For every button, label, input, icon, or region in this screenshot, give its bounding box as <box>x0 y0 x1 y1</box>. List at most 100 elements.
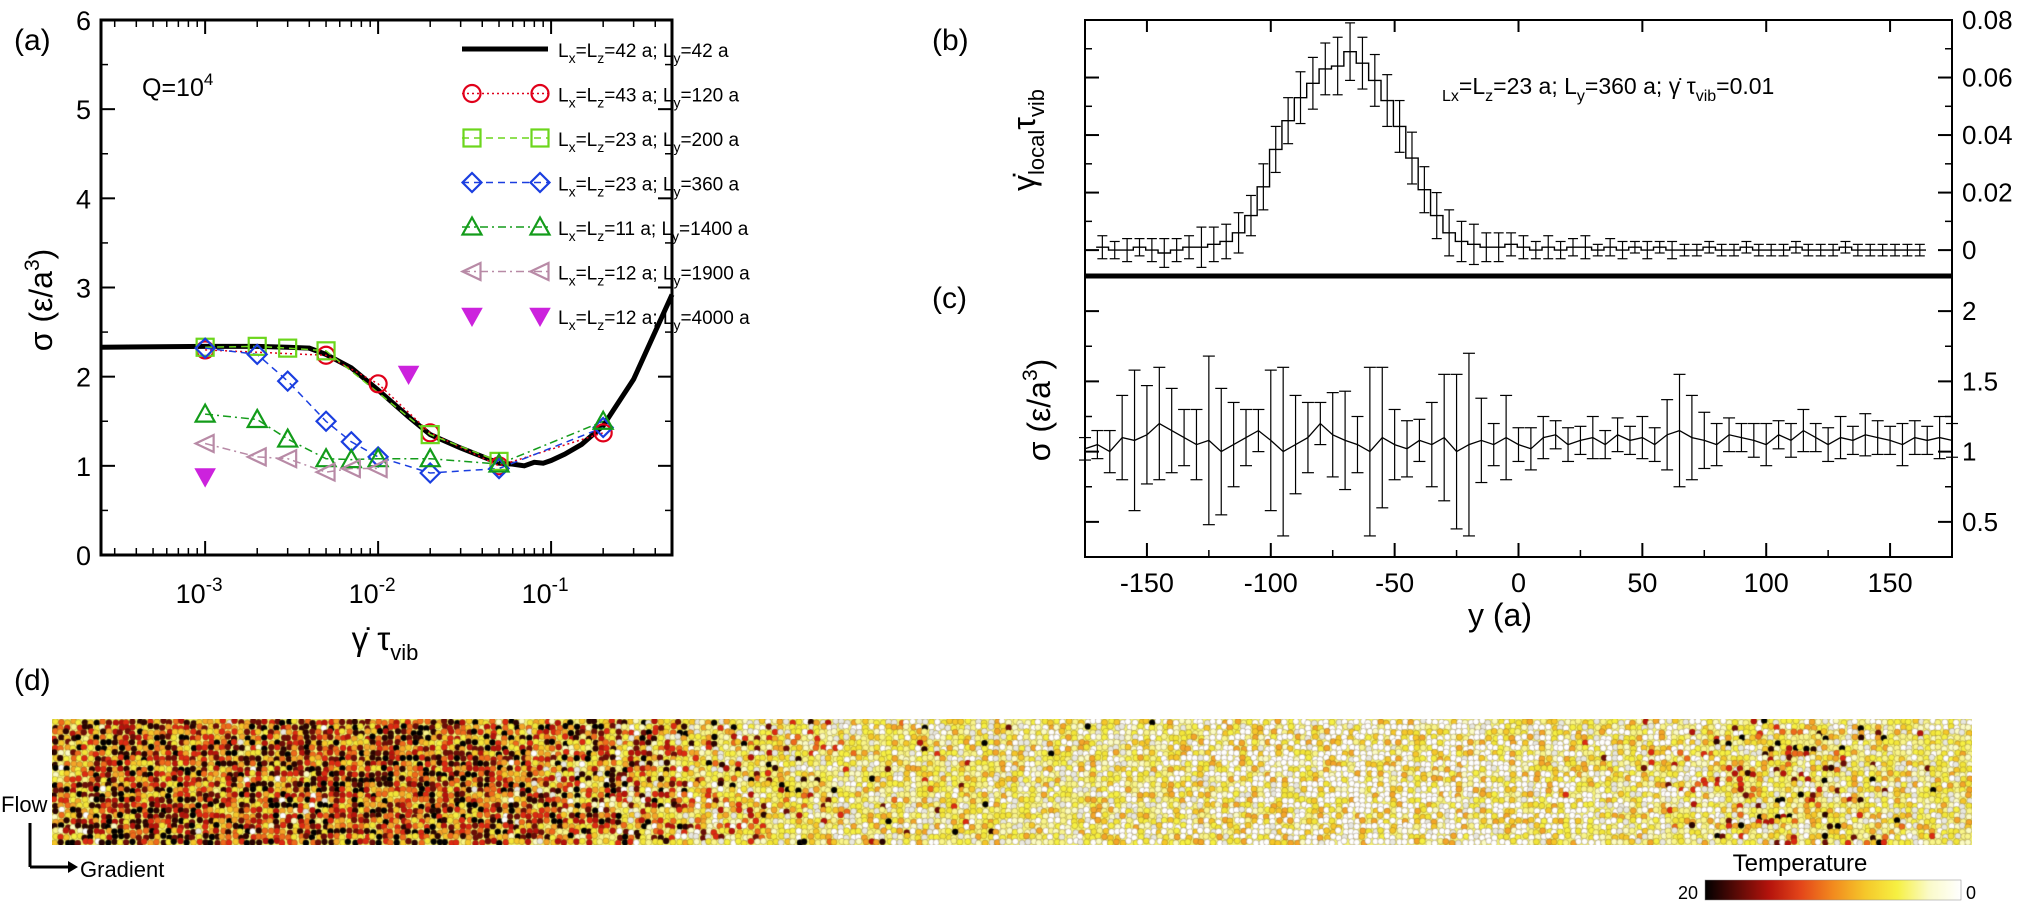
a-point <box>366 446 390 468</box>
a-series-line <box>100 293 675 469</box>
a-xtick-label: 10-3 <box>176 575 223 609</box>
flow-label: Flow <box>1 792 48 817</box>
c-series-line <box>1084 422 1953 453</box>
a-legend-label: Lx=Lz=23 a; Ly=360 a <box>558 175 740 200</box>
a-series-line <box>205 349 604 467</box>
a-legend-label: Lx=Lz=11 a; Ly=1400 a <box>558 219 749 244</box>
a-point <box>276 370 299 393</box>
b-series-line <box>1096 50 1926 254</box>
c-xtick-label: 50 <box>1627 568 1657 598</box>
a-point <box>194 337 217 360</box>
a-legend-marker <box>462 128 482 148</box>
a-point <box>339 458 361 479</box>
a-point <box>245 446 267 468</box>
c-xtick-label: 100 <box>1744 568 1789 598</box>
chart-b-ylabel: γ̇localτvib <box>1006 89 1049 191</box>
c-xtick-label: -50 <box>1375 568 1414 598</box>
a-legend-marker <box>528 171 552 194</box>
panel-label-c: (c) <box>932 282 967 315</box>
a-point <box>278 338 298 358</box>
a-legend-marker <box>529 307 551 328</box>
a-point <box>339 447 363 469</box>
a-ytick-label: 5 <box>76 95 91 125</box>
b-ytick-label: 0.08 <box>1962 5 2013 35</box>
a-point <box>316 341 336 361</box>
a-point <box>487 452 511 473</box>
a-point <box>313 461 336 483</box>
a-ytick-label: 4 <box>76 184 91 214</box>
a-point <box>245 407 269 429</box>
a-point <box>193 433 215 454</box>
chart-c-ticks: 0.5 1 1.5 2 -150 -100 -50 0 50 100 150 <box>1085 296 1998 598</box>
a-legend-label: Lx=Lz=43 a; Ly=120 a <box>558 86 740 111</box>
panel-label-a: (a) <box>14 24 51 57</box>
a-series-line <box>205 345 500 463</box>
c-xtick-label: -100 <box>1244 568 1298 598</box>
a-xtick-label: 10-1 <box>522 575 569 609</box>
particle-snapshot <box>52 719 1972 845</box>
a-legend-label: Lx=Lz=12 a; Ly=1900 a <box>558 264 750 289</box>
a-xtick-label: 10-2 <box>349 575 396 609</box>
a-point <box>275 448 298 469</box>
a-point <box>247 336 267 356</box>
a-legend-marker <box>528 215 552 236</box>
a-legend-marker <box>462 83 482 104</box>
a-point <box>314 410 338 433</box>
a-legend-marker <box>461 307 483 328</box>
a-point <box>368 374 388 394</box>
chart-c-xlabel: y (a) <box>1468 597 1532 633</box>
gradient-label: Gradient <box>80 857 164 882</box>
a-legend-label: Lx=Lz=23 a; Ly=200 a <box>558 130 740 155</box>
a-series-line <box>205 413 604 465</box>
b-ytick-label: 0.04 <box>1962 120 2013 150</box>
c-xtick-label: -150 <box>1120 568 1174 598</box>
chart-c-ylabel: σ (ε/a3) <box>1019 359 1057 462</box>
chart-bc-frame <box>1084 19 1953 558</box>
a-legend-marker <box>460 215 484 236</box>
a-point <box>246 343 269 366</box>
a-legend-marker <box>460 171 484 194</box>
a-legend-marker <box>527 261 550 282</box>
chart-c: 0.5 1 1.5 2 -150 -100 -50 0 50 100 150 σ (ε/a3) y … <box>1019 296 1998 633</box>
a-ytick-label: 3 <box>76 274 91 304</box>
a-ytick-label: 6 <box>76 6 91 36</box>
colorbar-max-label: 0 <box>1966 883 1976 903</box>
a-point <box>418 446 442 468</box>
a-point <box>366 458 388 479</box>
a-point <box>419 461 442 485</box>
a-ytick-label: 1 <box>76 452 91 482</box>
b-ytick-label: 0 <box>1962 235 1976 265</box>
colorbar-title: Temperature <box>1733 850 1868 877</box>
c-ytick-label: 1.5 <box>1962 366 1998 396</box>
chart-a-frame <box>99 18 674 557</box>
a-legend-marker <box>459 261 482 282</box>
chart-a-xlabel: γ̇ τvib <box>352 620 419 665</box>
a-point <box>276 427 300 448</box>
colorbar-min-label: 20 <box>1678 883 1698 903</box>
chart-b-parameters: Lx=Lz=23 a; Ly=360 a; γ̇ τvib=0.01 <box>1442 73 1774 105</box>
a-point <box>397 365 420 386</box>
a-legend-marker <box>530 83 550 104</box>
b-ytick-label: 0.06 <box>1962 63 2013 93</box>
a-point <box>420 425 440 445</box>
c-xtick-label: 0 <box>1511 568 1526 598</box>
chart-b-ticks: 0 0.02 0.04 0.06 0.08 <box>1085 5 2013 265</box>
c-ytick-label: 2 <box>1962 296 1976 326</box>
a-series-line <box>205 347 604 474</box>
colorbar-gradient <box>1704 879 1962 901</box>
chart-a-series <box>100 293 675 488</box>
a-ytick-label: 0 <box>76 541 91 571</box>
arrow-right-icon <box>68 861 78 873</box>
a-point <box>314 446 338 468</box>
chart-c-series <box>1079 352 1958 537</box>
a-ytick-label: 2 <box>76 363 91 393</box>
chart-a-ylabel: σ (ε/a3) <box>21 249 59 352</box>
chart-b: 0 0.02 0.04 0.06 0.08 Lx=Lz=23 a; Ly=360 a; … <box>1006 5 2013 268</box>
colorbar: Temperature 20 0 <box>1678 850 1976 903</box>
a-legend-label: Lx=Lz=42 a; Ly=42 a <box>558 41 729 66</box>
flow-gradient-axes: Flow Gradient <box>1 792 164 882</box>
chart-a: 0 1 2 3 4 5 6 10-3 10-2 10-1 Lx=Lz=42 a; Ly=42 a L… <box>21 6 750 665</box>
a-point <box>194 468 216 488</box>
chart-b-series <box>1096 22 1926 268</box>
panel-label-d: (d) <box>14 664 51 697</box>
